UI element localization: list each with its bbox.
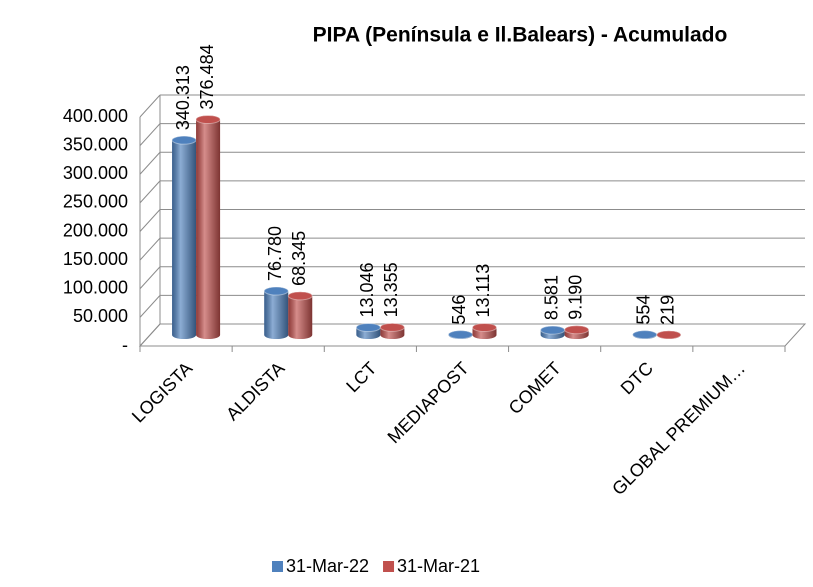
y-tick-label: 200.000 [63,220,128,240]
y-tick-label: 100.000 [63,278,128,298]
y-tick-label: 300.000 [63,163,128,183]
y-tick-label: 400.000 [63,106,128,126]
data-label: 340.313 [173,65,193,130]
data-label: 8.581 [541,275,561,320]
legend-swatch [383,561,395,572]
grid-line [139,209,161,232]
x-tick-label: COMET [505,358,565,418]
y-tick-label: 150.000 [63,249,128,269]
grid-line [139,323,161,347]
bar-top [171,135,197,145]
bar-top [379,322,405,332]
x-tick-label: ALDISTA [222,358,288,424]
bar-shade [264,287,289,339]
grid-line [139,180,161,204]
bar-shade [196,115,221,339]
y-tick-label: 50.000 [73,306,128,326]
bar-top [564,325,590,335]
grid-line [139,266,161,290]
data-label: 546 [449,295,469,325]
chart-title: PIPA (Península e Il.Balears) - Acumulad… [313,24,728,47]
y-tick-label: 250.000 [63,192,128,212]
data-label: 376.484 [197,44,217,109]
legend-label: 31-Mar-21 [397,556,480,576]
bar-top [195,114,221,124]
data-label: 68.345 [289,231,309,286]
grid-line [139,237,161,261]
bar-top [540,325,566,335]
data-label: 13.046 [357,262,377,317]
bar-top [632,330,658,340]
legend-label: 31-Mar-22 [286,556,369,576]
grid-line [139,295,161,318]
data-label: 554 [634,295,654,325]
data-label: 13.113 [473,264,493,318]
x-tick-label: LCT [342,358,380,396]
grid-line [139,151,161,175]
x-tick-label: MEDIAPOST [384,358,473,447]
bar-shade [288,291,313,339]
bar-top [287,291,313,301]
bar-top [263,286,289,296]
y-tick-label: 350.000 [63,134,128,154]
x-tick-label: LOGISTA [128,358,196,426]
data-label: 219 [658,295,678,325]
data-label: 9.190 [565,275,585,320]
legend-swatch [272,561,283,572]
bar-top [355,323,381,333]
data-label: 13.355 [381,262,401,317]
y-tick-label: - [122,335,128,355]
grid-line [139,123,161,146]
bar-top [472,322,497,332]
x-tick-label: DTC [617,358,657,398]
data-label: 76.780 [265,226,285,281]
bar-top [656,330,682,340]
bar-top [448,330,473,340]
bar-shade [172,136,197,339]
grid-line [139,94,161,118]
